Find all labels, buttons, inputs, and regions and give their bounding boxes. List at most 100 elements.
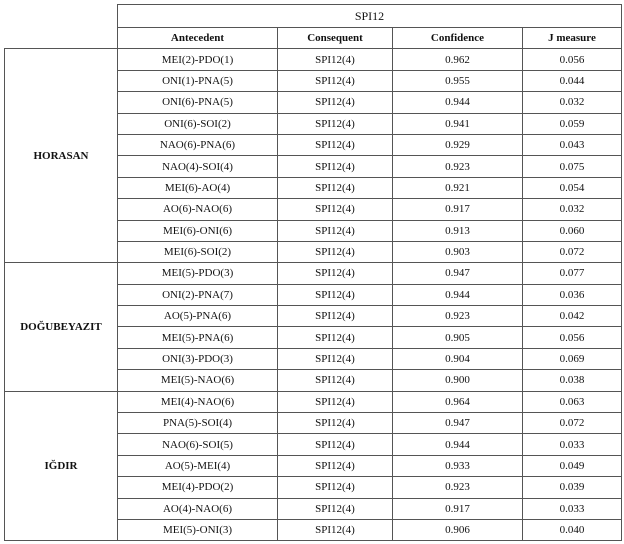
table-cell: MEI(5)-ONI(3) bbox=[117, 518, 278, 542]
table-cell: 0.964 bbox=[392, 390, 523, 414]
table-cell: 0.947 bbox=[392, 412, 523, 435]
table-cell: SPI12(4) bbox=[277, 433, 393, 456]
table-cell: SPI12(4) bbox=[277, 219, 393, 242]
group-label: IĞDIR bbox=[4, 390, 118, 542]
table-cell: 0.917 bbox=[392, 497, 523, 520]
table-cell: SPI12(4) bbox=[277, 390, 393, 414]
column-header: J measure bbox=[522, 26, 622, 50]
row: SPI12 bbox=[4, 4, 622, 50]
table-cell: 0.060 bbox=[522, 219, 622, 242]
table-cell: 0.917 bbox=[392, 198, 523, 221]
table-cell: 0.944 bbox=[392, 91, 523, 114]
table-cell: SPI12(4) bbox=[277, 48, 393, 71]
row: ONI(3)-PDO(3) SPI12(4) 0.904 0.069 bbox=[5, 347, 622, 371]
table-cell: 0.038 bbox=[522, 369, 622, 392]
table-cell: ONI(3)-PDO(3) bbox=[117, 347, 278, 371]
row: HORASAN MEI(2)-PDO(1) SPI12(4) 0.962 0.056 bbox=[4, 48, 622, 264]
blank-cell bbox=[4, 4, 118, 50]
table-cell: MEI(5)-PNA(6) bbox=[117, 326, 278, 349]
table-cell: SPI12(4) bbox=[277, 91, 393, 114]
row: MEI(5)-ONI(3) SPI12(4) 0.906 0.040 bbox=[5, 518, 622, 542]
table-cell: 0.906 bbox=[392, 518, 523, 542]
table-cell: 0.036 bbox=[522, 283, 622, 307]
table-cell: SPI12(4) bbox=[277, 262, 393, 285]
table-cell: 0.913 bbox=[392, 219, 523, 242]
row: AO(5)-PNA(6) SPI12(4) 0.923 0.042 bbox=[5, 305, 622, 328]
table-cell: 0.056 bbox=[522, 326, 622, 349]
table-cell: SPI12(4) bbox=[277, 518, 393, 542]
table-cell: 0.923 bbox=[392, 155, 523, 178]
row: NAO(6)-PNA(6) SPI12(4) 0.929 0.043 bbox=[5, 133, 622, 157]
row: IĞDIR MEI(4)-NAO(6) SPI12(4) 0.964 0.063 bbox=[4, 390, 622, 542]
table-cell: NAO(4)-SOI(4) bbox=[117, 155, 278, 178]
row: ONI(6)-SOI(2) SPI12(4) 0.941 0.059 bbox=[5, 112, 622, 135]
table-cell: 0.903 bbox=[392, 240, 523, 264]
row: MEI(4)-PDO(2) SPI12(4) 0.923 0.039 bbox=[5, 476, 622, 499]
table-cell: 0.039 bbox=[522, 476, 622, 499]
table-cell: MEI(6)-ONI(6) bbox=[117, 219, 278, 242]
row: NAO(4)-SOI(4) SPI12(4) 0.923 0.075 bbox=[5, 155, 622, 178]
table-cell: 0.032 bbox=[522, 91, 622, 114]
table-cell: 0.033 bbox=[522, 433, 622, 456]
table-cell: AO(4)-NAO(6) bbox=[117, 497, 278, 520]
table-cell: 0.059 bbox=[522, 112, 622, 135]
table-cell: 0.923 bbox=[392, 476, 523, 499]
table-cell: SPI12(4) bbox=[277, 347, 393, 371]
table-cell: SPI12(4) bbox=[277, 240, 393, 264]
table-cell: 0.042 bbox=[522, 305, 622, 328]
table-cell: MEI(4)-PDO(2) bbox=[117, 476, 278, 499]
table-cell: 0.043 bbox=[522, 133, 622, 157]
table-cell: SPI12(4) bbox=[277, 112, 393, 135]
table-cell: PNA(5)-SOI(4) bbox=[117, 412, 278, 435]
table-cell: 0.921 bbox=[392, 176, 523, 200]
table-cell: MEI(6)-SOI(2) bbox=[117, 240, 278, 264]
table-cell: 0.947 bbox=[392, 262, 523, 285]
table-cell: SPI12(4) bbox=[277, 497, 393, 520]
table-cell: 0.944 bbox=[392, 283, 523, 307]
table-cell: ONI(1)-PNA(5) bbox=[117, 69, 278, 93]
table-cell: SPI12(4) bbox=[277, 283, 393, 307]
table-cell: 0.075 bbox=[522, 155, 622, 178]
table-cell: SPI12(4) bbox=[277, 155, 393, 178]
table-cell: 0.049 bbox=[522, 454, 622, 478]
group-label: HORASAN bbox=[4, 48, 118, 264]
column-header: Confidence bbox=[392, 26, 523, 50]
row: MEI(6)-SOI(2) SPI12(4) 0.903 0.072 bbox=[5, 240, 622, 264]
table-cell: MEI(6)-AO(4) bbox=[117, 176, 278, 200]
row: ONI(6)-PNA(5) SPI12(4) 0.944 0.032 bbox=[5, 91, 622, 114]
table-cell: AO(6)-NAO(6) bbox=[117, 198, 278, 221]
table-cell: SPI12(4) bbox=[277, 454, 393, 478]
table-cell: SPI12(4) bbox=[277, 369, 393, 392]
column-header: Antecedent bbox=[117, 26, 278, 50]
table-cell: NAO(6)-SOI(5) bbox=[117, 433, 278, 456]
table-cell: MEI(5)-PDO(3) bbox=[117, 262, 278, 285]
table-cell: SPI12(4) bbox=[277, 176, 393, 200]
table-cell: 0.072 bbox=[522, 240, 622, 264]
table-cell: 0.955 bbox=[392, 69, 523, 93]
row: MEI(5)-NAO(6) SPI12(4) 0.900 0.038 bbox=[5, 369, 622, 392]
table-cell: 0.962 bbox=[392, 48, 523, 71]
table-cell: SPI12(4) bbox=[277, 133, 393, 157]
table-cell: MEI(4)-NAO(6) bbox=[117, 390, 278, 414]
group-label: DOĞUBEYAZIT bbox=[4, 262, 118, 392]
table-cell: MEI(2)-PDO(1) bbox=[117, 48, 278, 71]
table-cell: SPI12(4) bbox=[277, 198, 393, 221]
table-cell: 0.063 bbox=[522, 390, 622, 414]
table-cell: SPI12(4) bbox=[277, 412, 393, 435]
row: DOĞUBEYAZIT MEI(5)-PDO(3) SPI12(4) 0.947 0.0… bbox=[4, 262, 622, 392]
table-cell: 0.933 bbox=[392, 454, 523, 478]
table-cell: ONI(6)-SOI(2) bbox=[117, 112, 278, 135]
row: MEI(6)-ONI(6) SPI12(4) 0.913 0.060 bbox=[5, 219, 622, 242]
table-cell: 0.941 bbox=[392, 112, 523, 135]
table-cell: 0.900 bbox=[392, 369, 523, 392]
table-cell: SPI12(4) bbox=[277, 69, 393, 93]
table-cell: ONI(2)-PNA(7) bbox=[117, 283, 278, 307]
table-cell: AO(5)-PNA(6) bbox=[117, 305, 278, 328]
table-cell: 0.032 bbox=[522, 198, 622, 221]
table-cell: 0.044 bbox=[522, 69, 622, 93]
table-cell: 0.905 bbox=[392, 326, 523, 349]
table-cell: NAO(6)-PNA(6) bbox=[117, 133, 278, 157]
table-cell: 0.040 bbox=[522, 518, 622, 542]
table-cell: SPI12(4) bbox=[277, 476, 393, 499]
